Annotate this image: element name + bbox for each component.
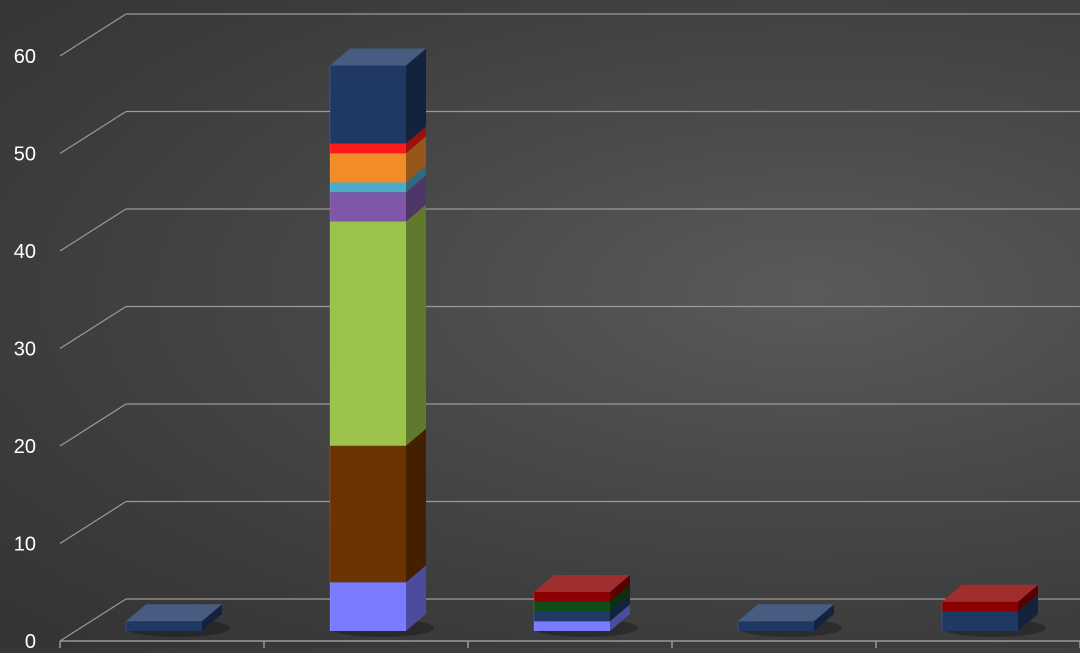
- bar-segment-front: [330, 445, 406, 583]
- bar-segment-front: [330, 143, 406, 154]
- bar-segment-side: [406, 565, 426, 631]
- bar-segment-front: [330, 192, 406, 222]
- bar-segment-front: [534, 621, 610, 631]
- bar-segment-front: [330, 65, 406, 144]
- bar-top-face: [126, 604, 222, 622]
- bar-segment: [330, 136, 426, 183]
- bar-segment-front: [330, 182, 406, 193]
- bar-segment-front: [330, 221, 406, 446]
- bar-segment-side: [406, 175, 426, 222]
- axis-layer: 0 10 20 30 40 50 60: [14, 46, 1080, 653]
- bar-top-face: [738, 604, 834, 622]
- bar-segment-side: [610, 604, 630, 631]
- bar-segment-side: [1018, 584, 1038, 612]
- bar-segment: [738, 604, 834, 631]
- grid-layer: [59, 13, 1080, 642]
- bar-top-face: [330, 48, 426, 66]
- gridline-diagonal: [59, 13, 127, 57]
- bar-segment: [330, 165, 426, 193]
- bar-segment-front: [330, 153, 406, 183]
- bar-segment: [330, 428, 426, 583]
- y-tick-label: 10: [14, 534, 36, 556]
- bar-segment: [534, 584, 630, 612]
- y-tick-label: 30: [14, 339, 36, 361]
- bar-segment: [942, 594, 1038, 631]
- bar-segment-side: [1018, 594, 1038, 631]
- bar-segment-front: [534, 601, 610, 612]
- bar-segment: [330, 204, 426, 446]
- gridline-diagonal: [59, 208, 127, 252]
- bar-segment-side: [406, 165, 426, 193]
- bar-segment-side: [406, 48, 426, 144]
- gridline-diagonal: [59, 305, 127, 350]
- bar-segment-side: [406, 204, 426, 446]
- bar-segment-side: [406, 126, 426, 154]
- bar-top-face: [534, 575, 630, 592]
- gridline-diagonal: [59, 403, 127, 447]
- bar-segment: [126, 604, 222, 631]
- bar-segment: [330, 48, 426, 144]
- bar-segment-side: [610, 584, 630, 612]
- bar-segment-side: [202, 604, 222, 631]
- y-tick-label: 50: [14, 144, 36, 166]
- bar-segment: [330, 565, 426, 631]
- bar-segment-front: [942, 611, 1018, 631]
- bar-segment: [534, 604, 630, 631]
- bar-segment-front: [534, 611, 610, 622]
- gridline-diagonal: [59, 500, 127, 545]
- bar-segment-side: [406, 136, 426, 183]
- y-tick-label: 0: [25, 631, 36, 648]
- bar-segment-front: [942, 601, 1018, 612]
- y-tick-label: 20: [14, 436, 36, 458]
- bar-segment: [942, 584, 1038, 612]
- gridline-diagonal: [59, 598, 127, 642]
- bar-segment-front: [534, 592, 610, 602]
- bar-segment-front: [330, 582, 406, 631]
- bar-segment: [330, 126, 426, 154]
- bar-segment: [534, 594, 630, 622]
- bar-segment: [534, 575, 630, 602]
- bar-segment-side: [610, 594, 630, 622]
- bar-segment-side: [814, 604, 834, 631]
- bar-top-face: [942, 584, 1038, 602]
- y-tick-label: 40: [14, 241, 36, 263]
- gridline-diagonal: [59, 110, 127, 155]
- y-tick-label: 60: [14, 46, 36, 68]
- bar-segment-side: [406, 428, 426, 583]
- bar-segment-front: [738, 621, 814, 631]
- bar-segment-front: [126, 621, 202, 631]
- bar-segment: [330, 175, 426, 222]
- bar-segment-side: [610, 575, 630, 602]
- bar-layer: [125, 48, 1038, 631]
